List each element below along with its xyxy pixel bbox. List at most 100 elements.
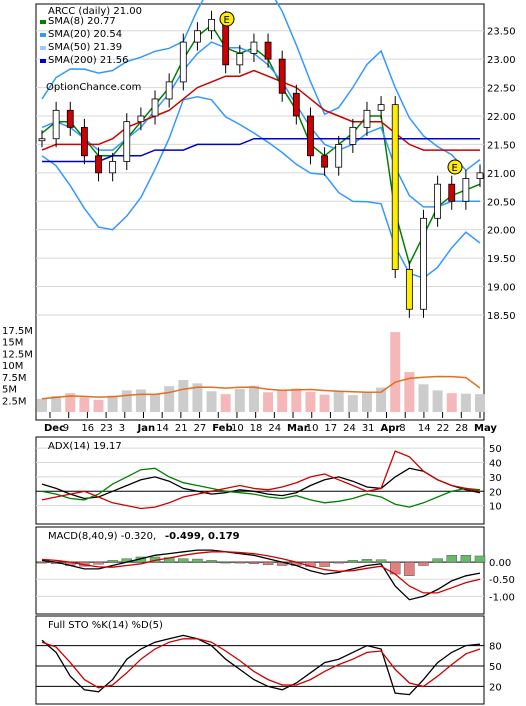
candle-body [335, 144, 343, 168]
price-y-tick: 18.50 [487, 311, 516, 322]
macd-hist-bar [220, 561, 231, 564]
volume-bar [263, 392, 274, 412]
macd-y-ticks: 0.00 -0.50 -1.00 [489, 558, 515, 603]
volume-y-tick: 10M [2, 361, 23, 372]
x-tick-label: Mar [287, 423, 309, 434]
volume-bar [206, 391, 217, 412]
macd-histogram [36, 555, 486, 576]
x-tick-label: 16 [81, 423, 94, 434]
price-y-tick: 20.50 [487, 197, 516, 208]
macd-y-tick: -0.50 [489, 575, 515, 586]
sto-y-tick: 80 [489, 642, 502, 653]
lower-band-line [41, 96, 481, 279]
adx-lines [41, 450, 481, 510]
x-tick-label: 31 [362, 423, 375, 434]
adx-y-tick: 50 [489, 444, 502, 455]
price-lines [38, 0, 484, 318]
candle-body [321, 155, 328, 168]
volume-bar [460, 393, 471, 412]
sto-y-ticks: 80 50 20 [489, 642, 502, 694]
volume-y-tick: 17.5M [2, 326, 33, 337]
price-y-tick: 21.00 [487, 169, 516, 180]
volume-bar [390, 332, 401, 412]
x-tick-label: Dec [44, 423, 65, 434]
adx-y-tick: 40 [489, 459, 502, 470]
sto-title: Full STO %K(14) %D(5) [48, 620, 163, 631]
volume-bar [291, 388, 302, 412]
macd-hist-bar [107, 560, 118, 563]
watermark: OptionChance.com [46, 82, 141, 93]
candle-body [52, 109, 60, 140]
volume-bar [79, 397, 90, 412]
volume-bar [361, 392, 372, 412]
volume-y-tick: 15M [2, 338, 23, 349]
volume-bar [178, 380, 189, 412]
macd-hist-bar [234, 561, 246, 564]
candle-body [38, 138, 46, 142]
candle-body [476, 172, 484, 179]
candle-body [66, 109, 74, 128]
x-tick-label: 8 [399, 423, 405, 434]
candle-body [208, 18, 215, 32]
candle-body [448, 183, 456, 202]
macd-hist-value: 0.179 [208, 531, 240, 542]
volume-bar [446, 393, 457, 412]
x-tick-label: 17 [324, 423, 337, 434]
candle-body [179, 41, 187, 83]
candle-body [363, 109, 371, 128]
candle-body [405, 269, 413, 310]
macd-hist-bar [460, 555, 472, 563]
macd-hist-bar [248, 561, 260, 565]
macd-hist-bar [418, 561, 429, 566]
volume-y-tick: 7.5M [2, 373, 27, 384]
x-tick-label: 28 [455, 423, 468, 434]
x-tick-label: 24 [268, 423, 281, 434]
x-tick-label: 10 [306, 423, 319, 434]
volume-average-line [41, 375, 481, 400]
macd-signal-line [41, 551, 481, 594]
adx-panel-frame [35, 436, 485, 525]
price-y-tick: 23.50 [487, 27, 516, 38]
macd-hist-bar [206, 560, 217, 563]
volume-bar [248, 385, 259, 412]
volume-bar [65, 393, 76, 412]
x-tick-label: 18 [250, 423, 263, 434]
macd-hist-bar [474, 555, 486, 563]
sto-lines [41, 634, 481, 696]
candle-body [109, 161, 117, 174]
legend-entry: SMA(20) 20.54 [48, 29, 122, 40]
earnings-marker-feb: E [219, 11, 235, 27]
volume-bar [135, 389, 146, 412]
volume-bar [220, 394, 231, 412]
x-tick-label: 3 [119, 423, 125, 434]
candle-body [165, 81, 173, 100]
earnings-marker-label-2: E [452, 163, 458, 174]
macd-hist-bar [375, 559, 387, 563]
x-tick-label: 9 [63, 423, 69, 434]
volume-bar [234, 388, 245, 412]
macd-hist-bar [432, 558, 443, 563]
adx-title: ADX(14) 19.17 [48, 441, 122, 452]
macd-hist-bar [404, 561, 415, 576]
x-tick-label: 14 [156, 423, 169, 434]
volume-y-tick: 12.5M [2, 349, 33, 360]
legend-entry: SMA(8) 20.77 [48, 16, 116, 27]
macd-panel: MACD(8,40,9) -0.320, -0.499, 0.179 0.00 -… [35, 526, 515, 615]
adx-adx-line [41, 467, 481, 500]
price-y-tick: 22.00 [487, 112, 516, 123]
adx-di-line [41, 467, 481, 508]
adx-di-line [41, 450, 481, 510]
volume-bar [277, 389, 288, 412]
volume-bar [319, 394, 330, 412]
legend-entry: SMA(200) 21.56 [48, 55, 129, 66]
sto-panel: Full STO %K(14) %D(5) 80 50 20 [35, 615, 502, 705]
volume-bars [37, 332, 485, 412]
legend: SMA(8) 20.77 SMA(20) 20.54 SMA(50) 21.39 SM… [40, 16, 129, 66]
candle-body [80, 126, 88, 157]
candle-body [434, 183, 442, 219]
sma-50-21-39-line [41, 69, 480, 151]
x-tick-label: 22 [437, 423, 450, 434]
